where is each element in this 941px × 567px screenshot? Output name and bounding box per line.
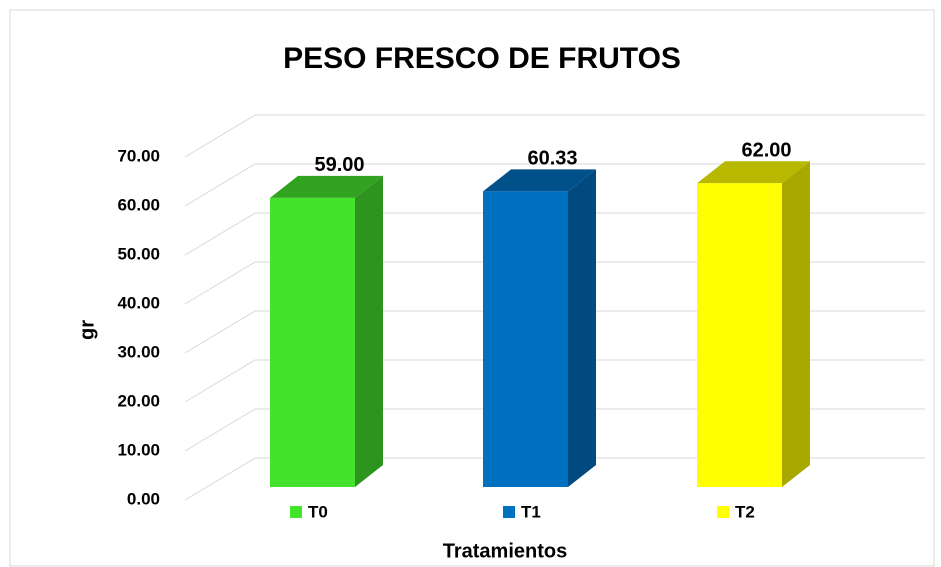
y-tick-label: 50.00 bbox=[117, 244, 160, 263]
bar-top bbox=[483, 169, 596, 192]
bar bbox=[483, 191, 568, 487]
value-label: 60.33 bbox=[527, 148, 577, 170]
legend-label: T2 bbox=[735, 502, 755, 521]
y-tick-label: 60.00 bbox=[117, 195, 160, 214]
grid-line bbox=[184, 163, 925, 207]
y-tick-label: 30.00 bbox=[117, 342, 160, 361]
bar-side bbox=[355, 175, 383, 487]
bar-side bbox=[782, 161, 810, 487]
y-tick-label: 20.00 bbox=[117, 391, 160, 410]
x-axis-label: Tratamientos bbox=[443, 540, 567, 562]
legend-swatch bbox=[503, 506, 515, 518]
y-tick-label: 10.00 bbox=[117, 440, 160, 459]
y-axis-label: gr bbox=[76, 320, 98, 340]
bar-top bbox=[697, 161, 810, 184]
y-tick-label: 0.00 bbox=[127, 489, 160, 508]
legend-label: T1 bbox=[521, 502, 541, 521]
legend-swatch bbox=[290, 506, 302, 518]
grid-line bbox=[184, 114, 925, 158]
y-tick-label: 70.00 bbox=[117, 146, 160, 165]
bar bbox=[697, 183, 782, 487]
bar-top bbox=[270, 175, 383, 198]
legend-label: T0 bbox=[308, 502, 328, 521]
value-label: 62.00 bbox=[741, 139, 791, 161]
y-tick-label: 40.00 bbox=[117, 293, 160, 312]
value-label: 59.00 bbox=[314, 154, 364, 176]
bar-side bbox=[568, 169, 596, 487]
chart-title: PESO FRESCO DE FRUTOS bbox=[283, 42, 681, 75]
bar bbox=[270, 197, 355, 487]
legend-swatch bbox=[717, 506, 729, 518]
